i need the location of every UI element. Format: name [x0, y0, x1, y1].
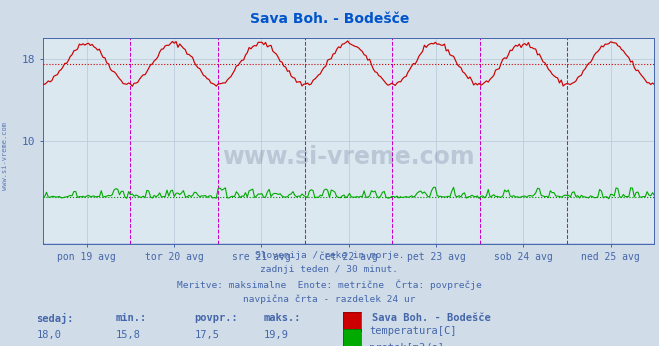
Text: www.si-vreme.com: www.si-vreme.com [222, 145, 475, 170]
Text: 17,5: 17,5 [194, 330, 219, 340]
Text: 19,9: 19,9 [264, 330, 289, 340]
Text: navpična črta - razdelek 24 ur: navpična črta - razdelek 24 ur [243, 294, 416, 304]
Text: temperatura[C]: temperatura[C] [369, 326, 457, 336]
Text: Sava Boh. - Bodešče: Sava Boh. - Bodešče [250, 12, 409, 26]
Text: sedaj:: sedaj: [36, 313, 74, 324]
Text: Sava Boh. - Bodešče: Sava Boh. - Bodešče [372, 313, 491, 323]
Text: 18,0: 18,0 [36, 330, 61, 340]
Text: min.:: min.: [115, 313, 146, 323]
Text: maks.:: maks.: [264, 313, 301, 323]
Text: Meritve: maksimalne  Enote: metrične  Črta: povprečje: Meritve: maksimalne Enote: metrične Črta… [177, 280, 482, 290]
Text: 15,8: 15,8 [115, 330, 140, 340]
Text: zadnji teden / 30 minut.: zadnji teden / 30 minut. [260, 265, 399, 274]
Text: Slovenija / reke in morje.: Slovenija / reke in morje. [255, 251, 404, 260]
Text: www.si-vreme.com: www.si-vreme.com [2, 122, 9, 190]
Text: pretok[m3/s]: pretok[m3/s] [369, 343, 444, 346]
Text: povpr.:: povpr.: [194, 313, 238, 323]
